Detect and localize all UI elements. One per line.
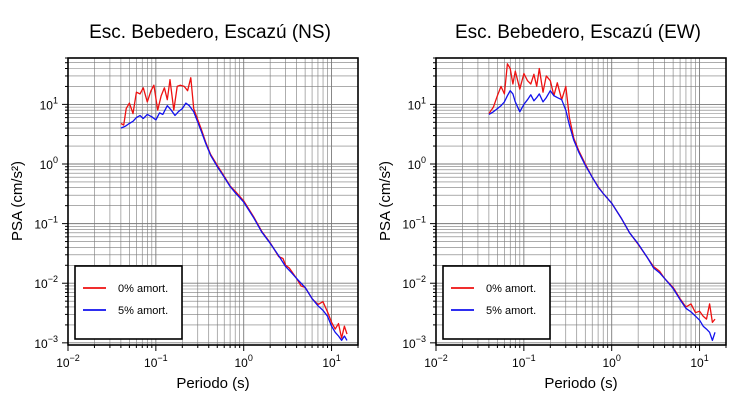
series-line-0pct — [488, 63, 716, 324]
series-lines — [120, 77, 348, 342]
y-tick-label: 10−1 — [402, 215, 426, 232]
x-tick-label: 10−2 — [56, 353, 80, 370]
y-tick-label: 100 — [408, 155, 426, 172]
y-tick-label: 10−3 — [34, 334, 58, 351]
chart-panel-ew: Esc. Bebedero, Escazú (EW) 10−2 10−1 100 10… — [377, 22, 727, 392]
legend-box — [442, 265, 551, 340]
legend-label-5pct: 5% amort. — [486, 305, 536, 317]
legend-label-5pct: 5% amort. — [118, 305, 168, 317]
y-axis-label: PSA (cm/s²) — [377, 161, 394, 241]
chart-title: Esc. Bebedero, Escazú (EW) — [455, 22, 701, 43]
chart-panel-ns: Esc. Bebedero, Escazú (NS) 10−2 10−1 100 10… — [9, 22, 359, 392]
plot-frame — [435, 57, 727, 346]
y-tick-label: 10−2 — [34, 274, 58, 291]
x-axis-label: Periodo (s) — [176, 375, 249, 392]
chart-title: Esc. Bebedero, Escazú (NS) — [89, 22, 331, 43]
x-tick-label: 10−1 — [512, 353, 536, 370]
series-lines — [488, 63, 716, 342]
x-tick-label: 101 — [322, 353, 340, 370]
legend: 0% amort. 5% amort. — [442, 265, 551, 340]
x-axis-label: Periodo (s) — [544, 375, 617, 392]
y-tick-label: 10−2 — [402, 274, 426, 291]
y-tick-label: 100 — [40, 155, 58, 172]
axis-ticks: 10−2 10−1 100 101 10−3 10−2 10−1 100 101 — [34, 57, 359, 370]
y-tick-label: 10−1 — [34, 215, 58, 232]
y-axis-label: PSA (cm/s²) — [9, 161, 26, 241]
legend-label-0pct: 0% amort. — [118, 283, 168, 295]
y-tick-label: 10−3 — [402, 334, 426, 351]
axis-ticks: 10−2 10−1 100 101 10−3 10−2 10−1 100 101 — [402, 57, 727, 370]
x-tick-label: 101 — [690, 353, 708, 370]
x-tick-label: 10−2 — [424, 353, 448, 370]
legend: 0% amort. 5% amort. — [74, 265, 183, 340]
legend-box — [74, 265, 183, 340]
plot-frame — [67, 57, 359, 346]
series-line-5pct — [120, 102, 348, 342]
x-tick-label: 10−1 — [144, 353, 168, 370]
series-line-5pct — [488, 90, 716, 342]
y-tick-label: 101 — [40, 95, 58, 112]
x-tick-label: 100 — [603, 353, 621, 370]
grid — [67, 57, 359, 345]
x-tick-label: 100 — [235, 353, 253, 370]
legend-label-0pct: 0% amort. — [486, 283, 536, 295]
y-tick-label: 101 — [408, 95, 426, 112]
